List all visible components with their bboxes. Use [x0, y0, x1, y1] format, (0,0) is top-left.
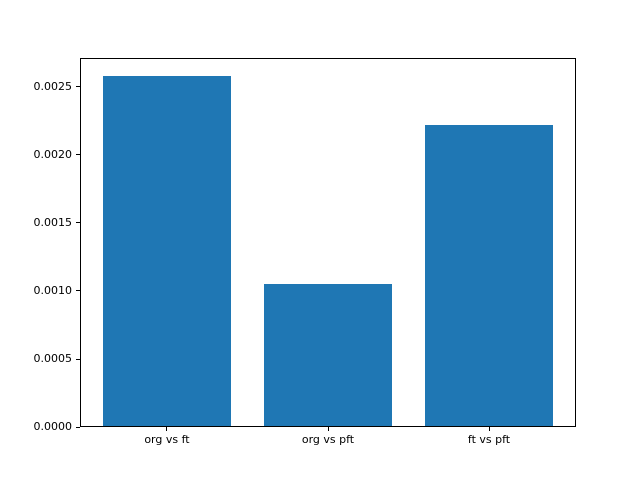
y-tick-mark: [76, 154, 80, 156]
y-tick-label: 0.0020: [33, 147, 73, 161]
x-tick-label: ft vs pft: [467, 433, 511, 447]
x-tick-mark: [488, 427, 490, 432]
x-tick-label: org vs ft: [144, 433, 190, 447]
y-tick-label: 0.0005: [33, 352, 73, 366]
y-tick-label: 0.0015: [33, 215, 73, 229]
y-tick-mark: [76, 290, 80, 292]
y-tick-mark: [76, 358, 80, 360]
y-tick-label: 0.0000: [33, 420, 73, 434]
x-tick-mark: [327, 427, 329, 432]
y-tick-mark: [76, 426, 80, 428]
x-tick-mark: [166, 427, 168, 432]
y-tick-mark: [76, 222, 80, 224]
bar-org-vs-ft: [102, 75, 232, 428]
y-tick-label: 0.0010: [33, 283, 73, 297]
y-tick-label: 0.0025: [33, 79, 73, 93]
bar-org-vs-pft: [263, 284, 393, 428]
bar-ft-vs-pft: [424, 124, 554, 428]
plot-area: [80, 58, 576, 428]
x-tick-label: org vs pft: [301, 433, 355, 447]
y-tick-mark: [76, 86, 80, 88]
